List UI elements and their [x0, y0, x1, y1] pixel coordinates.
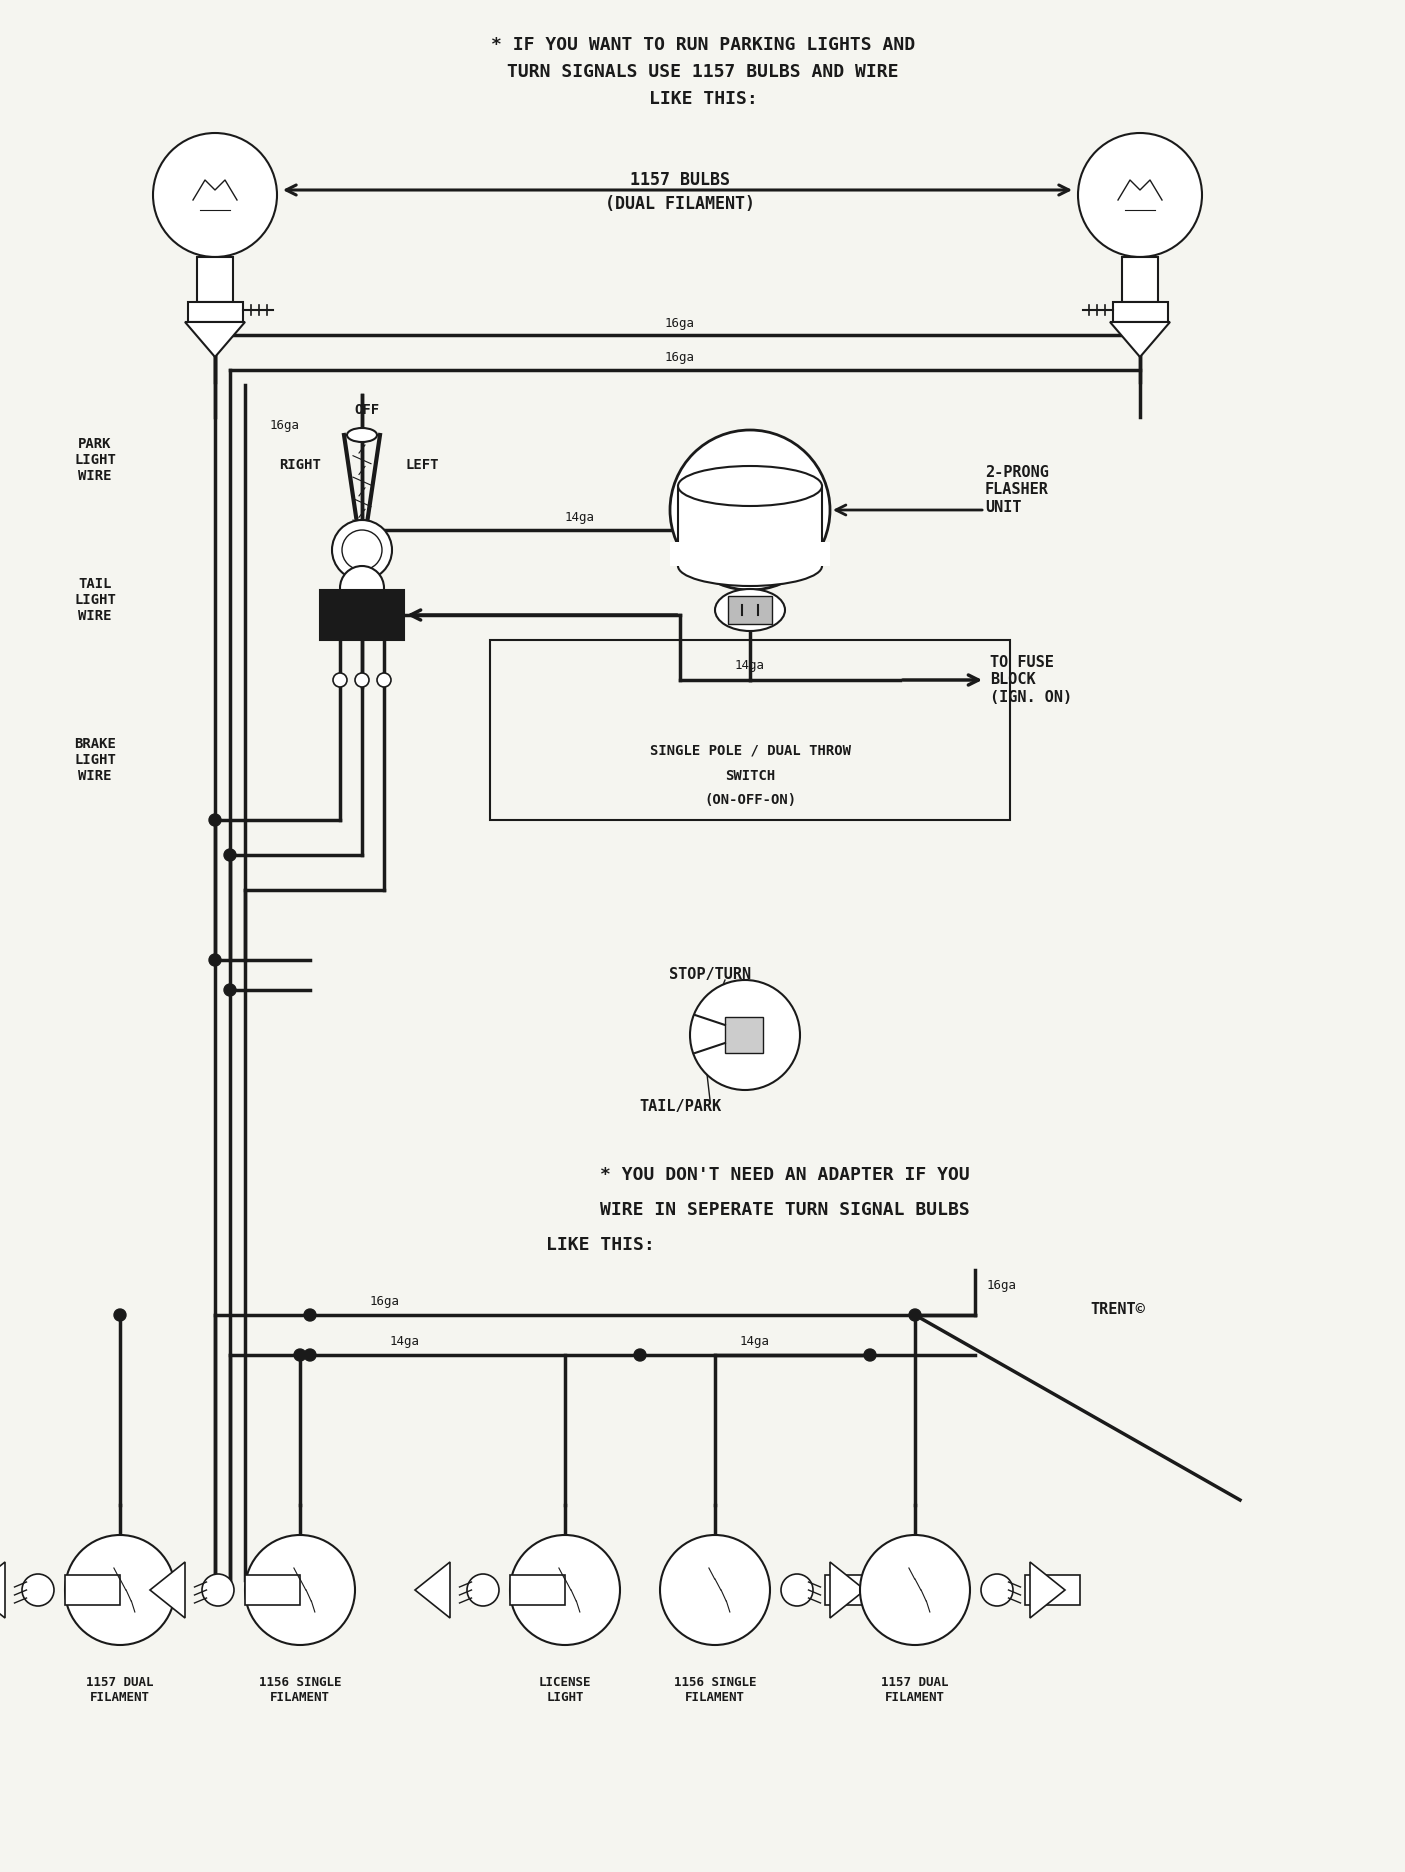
Circle shape	[333, 674, 347, 687]
Circle shape	[864, 1350, 875, 1361]
Polygon shape	[185, 322, 244, 358]
Bar	[197, 256, 233, 301]
Text: * IF YOU WANT TO RUN PARKING LIGHTS AND: * IF YOU WANT TO RUN PARKING LIGHTS AND	[490, 36, 915, 54]
Text: 1157 BULBS: 1157 BULBS	[629, 170, 731, 189]
Bar	[510, 1574, 565, 1604]
Circle shape	[209, 814, 221, 826]
Text: TRENT©: TRENT©	[1090, 1303, 1145, 1318]
Circle shape	[634, 1350, 646, 1361]
Text: PARK
LIGHT
WIRE: PARK LIGHT WIRE	[74, 436, 117, 483]
Circle shape	[22, 1574, 53, 1606]
Polygon shape	[1110, 322, 1170, 358]
Circle shape	[660, 1535, 770, 1645]
Circle shape	[1078, 133, 1203, 256]
Circle shape	[202, 1574, 235, 1606]
Text: 16ga: 16ga	[665, 316, 695, 329]
Text: SWITCH: SWITCH	[725, 769, 776, 782]
Bar	[725, 1016, 763, 1052]
Circle shape	[303, 1309, 316, 1322]
Bar	[1123, 256, 1158, 301]
Circle shape	[341, 530, 382, 569]
Circle shape	[981, 1574, 1013, 1606]
Circle shape	[355, 674, 370, 687]
Text: LICENSE
LIGHT: LICENSE LIGHT	[538, 1675, 592, 1704]
Ellipse shape	[679, 547, 822, 586]
Text: 1157 DUAL
FILAMENT: 1157 DUAL FILAMENT	[881, 1675, 948, 1704]
Circle shape	[153, 133, 277, 256]
Ellipse shape	[715, 590, 785, 631]
Bar	[320, 590, 405, 640]
Circle shape	[670, 431, 830, 590]
Circle shape	[860, 1535, 969, 1645]
Bar	[1113, 301, 1168, 322]
Text: 1156 SINGLE
FILAMENT: 1156 SINGLE FILAMENT	[259, 1675, 341, 1704]
Text: RIGHT: RIGHT	[280, 459, 320, 472]
Circle shape	[114, 1309, 126, 1322]
Bar	[490, 640, 1010, 820]
Bar	[728, 595, 771, 623]
Circle shape	[294, 1350, 306, 1361]
Ellipse shape	[347, 429, 377, 442]
Text: 2-PRONG
FLASHER
UNIT: 2-PRONG FLASHER UNIT	[985, 464, 1050, 515]
Circle shape	[209, 955, 221, 966]
Text: TAIL
LIGHT
WIRE: TAIL LIGHT WIRE	[74, 577, 117, 623]
Text: 1157 DUAL
FILAMENT: 1157 DUAL FILAMENT	[86, 1675, 153, 1704]
Text: LIKE THIS:: LIKE THIS:	[649, 90, 757, 109]
Circle shape	[303, 1350, 316, 1361]
Text: 1156 SINGLE
FILAMENT: 1156 SINGLE FILAMENT	[674, 1675, 756, 1704]
Text: LEFT: LEFT	[405, 459, 438, 472]
Text: LIKE THIS:: LIKE THIS:	[545, 1236, 655, 1254]
Circle shape	[340, 565, 384, 610]
Bar	[825, 1574, 880, 1604]
Polygon shape	[830, 1561, 865, 1617]
Text: 14ga: 14ga	[565, 511, 594, 524]
Text: SINGLE POLE / DUAL THROW: SINGLE POLE / DUAL THROW	[649, 743, 850, 756]
Bar	[670, 543, 830, 565]
Text: 14ga: 14ga	[740, 1335, 770, 1348]
Text: OFF: OFF	[354, 402, 379, 417]
Text: 16ga: 16ga	[370, 1295, 400, 1307]
Circle shape	[223, 985, 236, 996]
Text: WIRE IN SEPERATE TURN SIGNAL BULBS: WIRE IN SEPERATE TURN SIGNAL BULBS	[600, 1202, 969, 1219]
Circle shape	[909, 1309, 922, 1322]
Bar	[187, 301, 243, 322]
Polygon shape	[0, 1561, 6, 1617]
Circle shape	[781, 1574, 813, 1606]
Circle shape	[377, 674, 391, 687]
Text: (ON-OFF-ON): (ON-OFF-ON)	[704, 794, 797, 807]
Bar	[244, 1574, 301, 1604]
Text: 14ga: 14ga	[735, 659, 764, 672]
Text: 16ga: 16ga	[270, 419, 301, 432]
Text: BRAKE
LIGHT
WIRE: BRAKE LIGHT WIRE	[74, 738, 117, 782]
Circle shape	[690, 981, 799, 1090]
Bar	[1026, 1574, 1080, 1604]
Polygon shape	[414, 1561, 450, 1617]
Text: STOP/TURN: STOP/TURN	[669, 968, 752, 983]
Ellipse shape	[679, 466, 822, 505]
Circle shape	[244, 1535, 355, 1645]
Circle shape	[466, 1574, 499, 1606]
Text: (DUAL FILAMENT): (DUAL FILAMENT)	[606, 195, 754, 213]
Text: ON-OFF-ON: ON-OFF-ON	[329, 608, 396, 622]
Circle shape	[510, 1535, 620, 1645]
Text: TAIL/PARK: TAIL/PARK	[639, 1099, 721, 1114]
Polygon shape	[1030, 1561, 1065, 1617]
Text: TURN SIGNALS USE 1157 BULBS AND WIRE: TURN SIGNALS USE 1157 BULBS AND WIRE	[507, 64, 899, 80]
Bar	[65, 1574, 119, 1604]
Text: TO FUSE
BLOCK
(IGN. ON): TO FUSE BLOCK (IGN. ON)	[991, 655, 1072, 706]
Text: 14ga: 14ga	[391, 1335, 420, 1348]
Circle shape	[344, 597, 379, 633]
Text: 16ga: 16ga	[986, 1279, 1017, 1292]
Circle shape	[65, 1535, 176, 1645]
Text: * YOU DON'T NEED AN ADAPTER IF YOU: * YOU DON'T NEED AN ADAPTER IF YOU	[600, 1166, 969, 1183]
Circle shape	[332, 520, 392, 580]
Polygon shape	[150, 1561, 185, 1617]
Circle shape	[223, 850, 236, 861]
Text: 16ga: 16ga	[665, 352, 695, 365]
